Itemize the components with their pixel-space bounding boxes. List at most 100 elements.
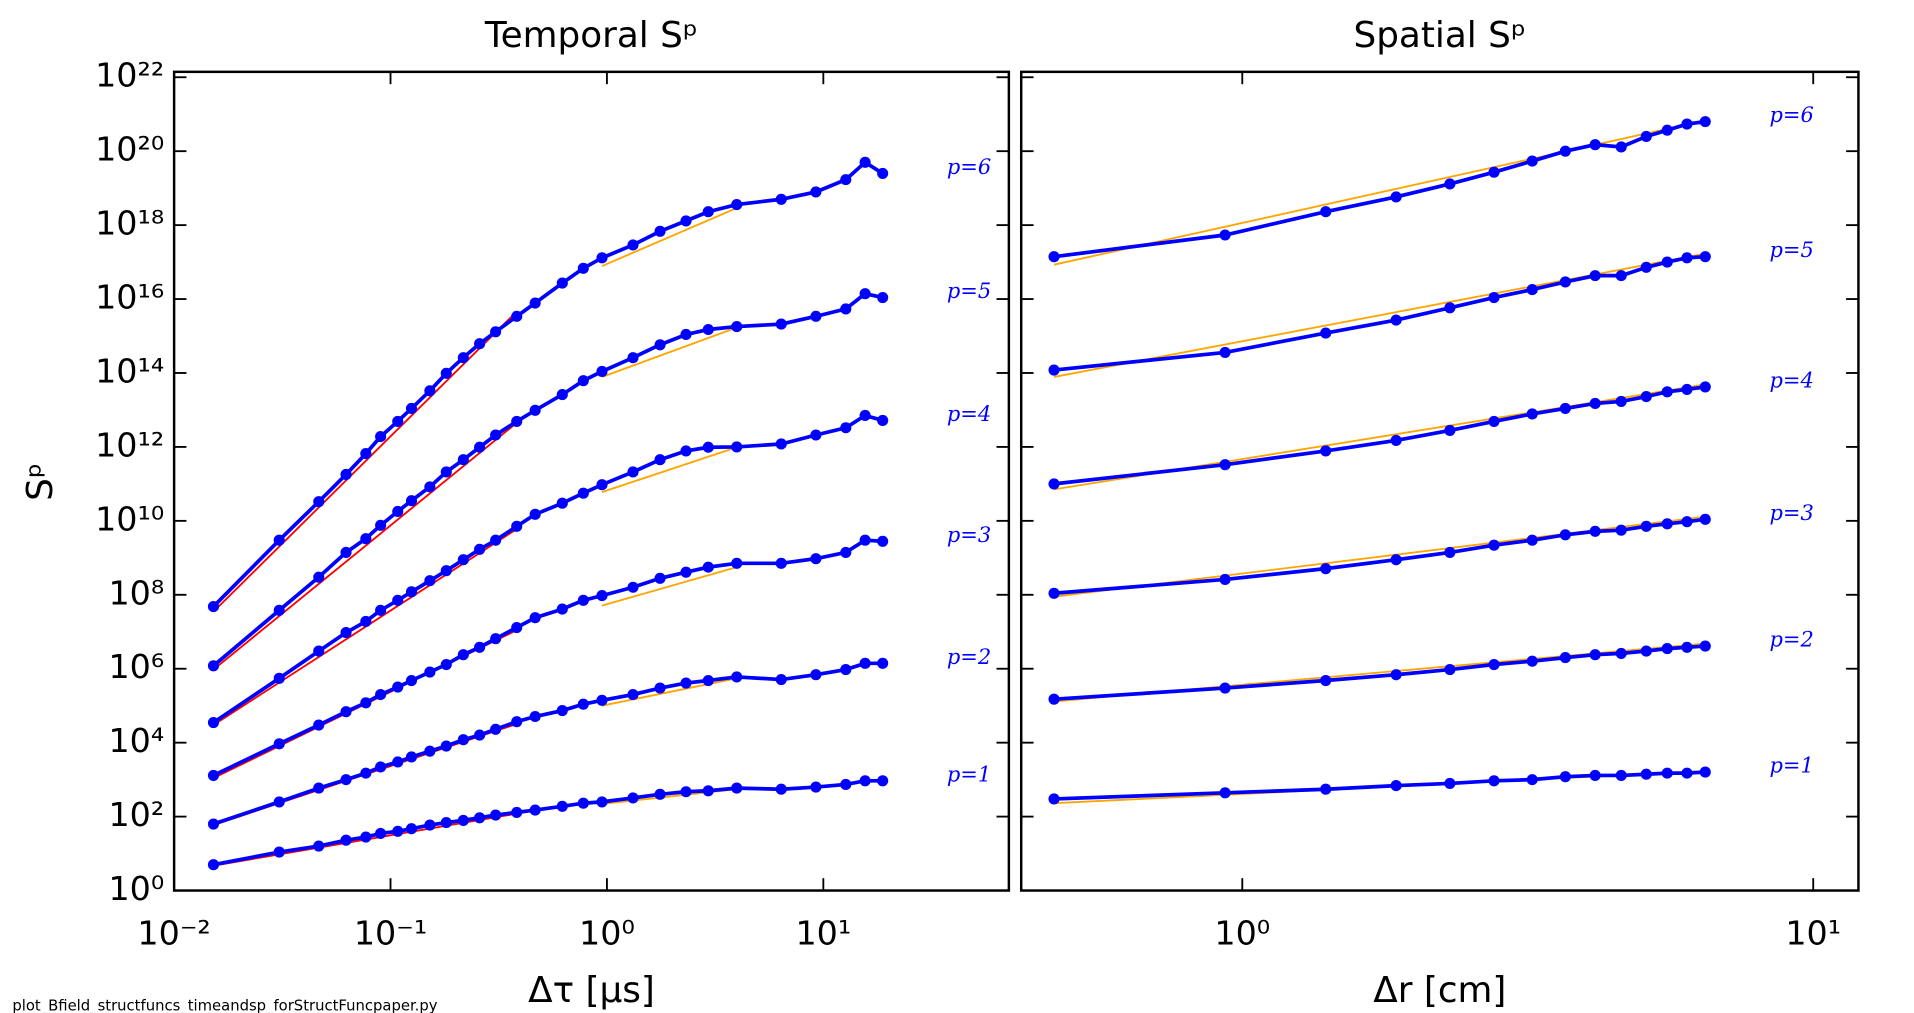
data-point <box>1048 693 1060 705</box>
data-point <box>360 767 372 779</box>
data-point <box>627 581 639 593</box>
series-line <box>1053 770 1706 801</box>
data-point <box>1390 669 1402 681</box>
data-point <box>1640 768 1652 780</box>
data-point <box>840 422 852 434</box>
data-point <box>680 677 692 689</box>
data-point <box>340 774 352 786</box>
data-point <box>457 352 469 364</box>
y-tick-label: 10⁶ <box>108 647 164 686</box>
data-point <box>654 572 666 584</box>
data-point <box>731 441 743 453</box>
series-line <box>212 159 884 608</box>
data-point <box>1390 434 1402 446</box>
data-point <box>627 792 639 804</box>
data-point <box>680 445 692 457</box>
data-point <box>313 571 325 583</box>
data-point <box>490 534 502 546</box>
data-point <box>457 649 469 661</box>
data-point <box>405 495 418 507</box>
data-point <box>207 660 220 672</box>
data-point <box>392 681 404 693</box>
data-point <box>1320 674 1332 687</box>
data-point <box>474 641 486 653</box>
data-point <box>840 174 852 186</box>
x-tick-label: 10⁻¹ <box>354 913 427 952</box>
series-line <box>212 538 883 778</box>
series-label: p=5 <box>1769 238 1813 262</box>
x-tick-label: 10⁻² <box>137 913 210 952</box>
data-point <box>529 710 541 723</box>
series-label: p=2 <box>1769 628 1813 652</box>
data-point <box>840 546 852 558</box>
data-point <box>1589 525 1601 537</box>
data-point <box>1699 116 1711 128</box>
data-point <box>1699 251 1711 263</box>
data-point <box>1661 643 1673 655</box>
y-tick-label: 10¹⁰ <box>95 499 164 538</box>
data-point <box>457 554 469 566</box>
data-point <box>1526 284 1538 296</box>
series-label: p=6 <box>947 155 991 179</box>
data-point <box>405 751 418 763</box>
data-point <box>457 454 469 466</box>
data-point <box>810 781 822 793</box>
data-point <box>1390 314 1402 326</box>
data-point <box>577 797 589 809</box>
y-tick-label: 10²⁰ <box>95 130 164 169</box>
data-point <box>596 796 608 808</box>
data-point <box>680 328 692 341</box>
data-point <box>810 429 822 441</box>
x-tick-label: 10¹ <box>1785 913 1841 952</box>
data-point <box>392 825 404 837</box>
data-point <box>424 385 436 397</box>
data-point <box>877 657 889 669</box>
data-point <box>1699 513 1711 525</box>
fit-line <box>601 566 737 607</box>
data-point <box>775 557 787 569</box>
data-point <box>340 834 352 846</box>
data-point <box>424 745 436 757</box>
data-point <box>405 402 418 414</box>
data-point <box>490 723 502 735</box>
data-point <box>529 804 541 816</box>
data-point <box>1681 767 1693 779</box>
data-point <box>577 375 589 387</box>
data-point <box>1219 682 1231 694</box>
data-point <box>1681 383 1693 395</box>
series-line <box>212 661 883 826</box>
data-point <box>1559 145 1571 157</box>
panel-title: Temporal Sᵖ <box>484 15 698 56</box>
footer: plot_Bfield_structfuncs_timeandsp_forStr… <box>12 998 437 1013</box>
data-point <box>313 645 325 657</box>
data-point <box>702 674 714 687</box>
data-point <box>596 252 608 264</box>
data-point <box>1390 780 1402 792</box>
data-point <box>1488 775 1500 787</box>
data-point <box>529 404 541 416</box>
data-point <box>1219 346 1231 358</box>
data-point <box>1615 395 1627 407</box>
data-point <box>775 193 787 205</box>
series-line <box>212 413 884 725</box>
data-point <box>1615 524 1627 536</box>
data-point <box>1444 178 1456 190</box>
data-point <box>1488 658 1500 671</box>
y-tick-label: 10¹² <box>95 425 164 464</box>
data-point <box>556 603 568 615</box>
series-line <box>1053 254 1706 372</box>
data-point <box>627 689 639 701</box>
data-point <box>1488 291 1500 304</box>
data-point <box>440 367 452 379</box>
data-point <box>810 186 822 198</box>
data-point <box>1219 229 1231 241</box>
data-point <box>511 415 523 427</box>
data-point <box>731 782 743 794</box>
data-point <box>424 481 436 493</box>
data-point <box>207 716 220 729</box>
plot-area <box>207 156 889 871</box>
data-point <box>1699 766 1711 778</box>
data-point <box>360 831 372 843</box>
data-point <box>810 553 822 565</box>
data-point <box>596 479 608 491</box>
